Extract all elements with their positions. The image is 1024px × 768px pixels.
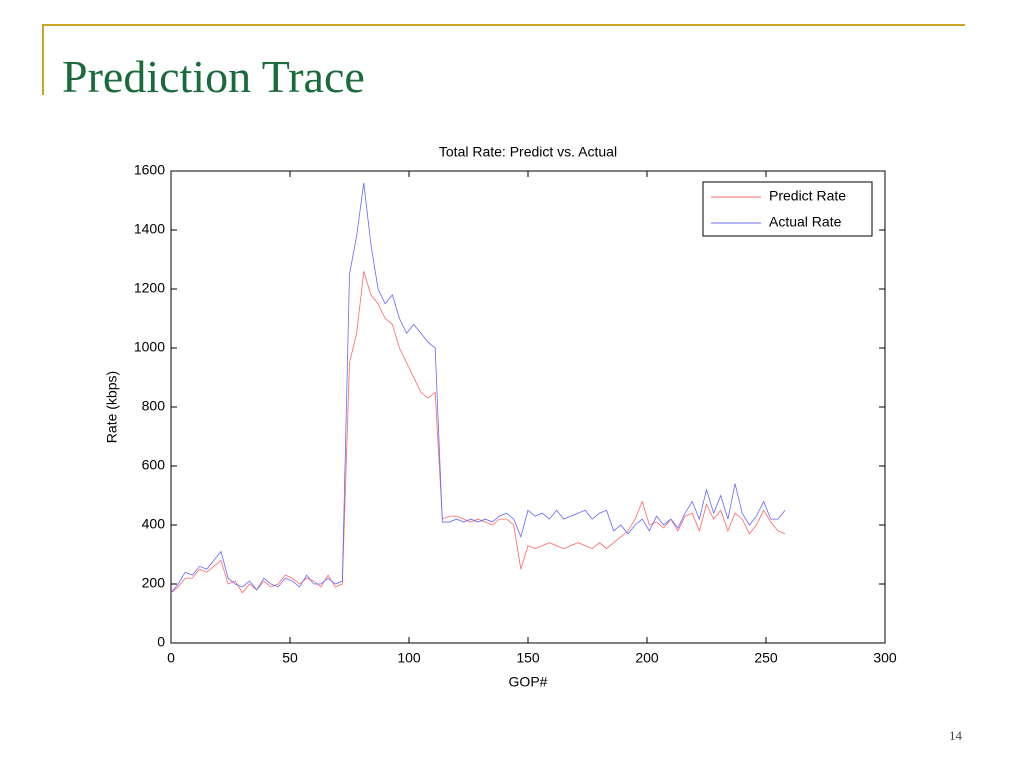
y-tick-label: 1400 — [134, 221, 165, 237]
x-tick-label: 200 — [635, 650, 659, 666]
plot-frame — [170, 170, 886, 644]
y-tick-label: 400 — [142, 516, 166, 532]
x-tick-label: 50 — [282, 650, 298, 666]
legend-box — [702, 181, 873, 237]
x-tick-label: 250 — [754, 650, 778, 666]
x-tick-label: 150 — [516, 650, 540, 666]
y-tick-label: 0 — [157, 634, 165, 650]
x-tick-label: 100 — [397, 650, 421, 666]
page-number: 14 — [949, 728, 963, 743]
y-tick-label: 800 — [142, 398, 166, 414]
series-line — [170, 182, 786, 594]
y-tick-label: 600 — [142, 457, 166, 473]
slide-title: Prediction Trace — [62, 51, 365, 102]
legend-label: Predict Rate — [769, 188, 846, 204]
series-line — [170, 271, 786, 594]
y-axis-label: Rate (kbps) — [104, 371, 120, 443]
x-tick-label: 0 — [167, 650, 175, 666]
y-tick-label: 200 — [142, 575, 166, 591]
y-tick-label: 1000 — [134, 339, 165, 355]
legend-label: Actual Rate — [769, 214, 842, 230]
x-tick-label: 300 — [873, 650, 897, 666]
x-axis-label: GOP# — [509, 674, 548, 690]
y-tick-label: 1600 — [134, 162, 165, 178]
chart-title: Total Rate: Predict vs. Actual — [439, 144, 617, 160]
y-tick-label: 1200 — [134, 280, 165, 296]
